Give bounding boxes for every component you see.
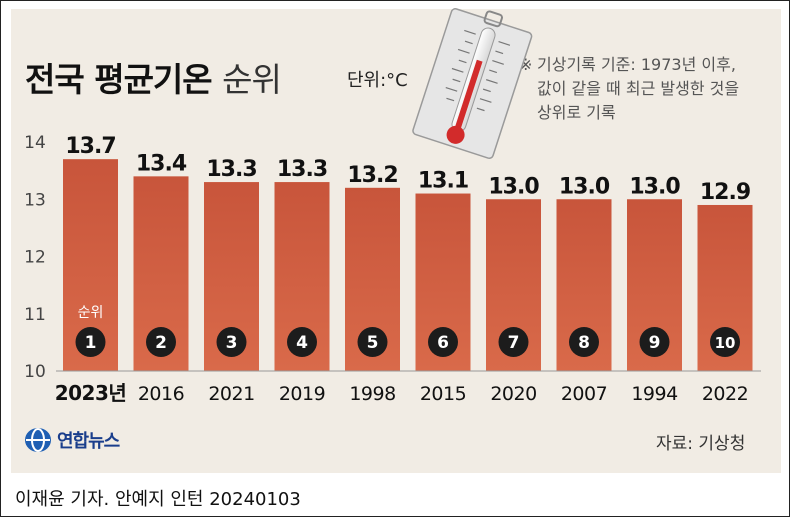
x-tick-label: 2015 (420, 383, 466, 405)
note-text: 기상기록 기준: 1973년 이후, 값이 같을 때 최근 발생한 것을 상위로… (537, 55, 740, 122)
value-label: 13.1 (418, 169, 468, 194)
chart-title: 전국 평균기온 순위 (25, 53, 282, 101)
x-tick-label: 2016 (138, 383, 184, 405)
y-tick-label: 12 (24, 248, 46, 268)
value-label: 13.0 (559, 174, 610, 199)
value-label: 13.7 (65, 134, 115, 159)
source-label: 자료: 기상청 (656, 434, 746, 454)
x-tick-label: 2019 (279, 383, 325, 405)
rank-badge (146, 327, 176, 357)
y-tick-label: 11 (24, 305, 46, 325)
title-main: 전국 평균기온 (25, 60, 213, 99)
rank-badge (428, 327, 458, 357)
rank-badge (216, 327, 247, 357)
x-tick-label: 1998 (349, 383, 395, 405)
y-tick-label: 13 (24, 190, 46, 210)
x-tick-label: 1994 (631, 383, 678, 405)
x-tick-label: 2021 (208, 383, 254, 405)
title-suffix: 순위 (222, 60, 282, 99)
rank-number: 4 (296, 333, 308, 353)
rank-number: 10 (715, 334, 736, 352)
footer-bar (1, 477, 789, 516)
x-tick-label: 2022 (702, 383, 748, 405)
logo-text: 연합뉴스 (57, 431, 120, 452)
rank-number: 1 (85, 333, 97, 353)
bar-series: 13.7 1 13.4 2 13.3 3 13.3 4 13.2 5 13.1 6 13.0 7 13.0 8… (63, 134, 753, 371)
value-label: 13.3 (206, 157, 256, 182)
rank-number: 2 (155, 333, 167, 353)
unit-label: 단위:°C (347, 70, 408, 91)
rank-badge (569, 327, 599, 357)
rank-badge (357, 327, 388, 357)
x-axis: 2023년 2016 2021 2019 1998 2015 2020 2007 1994 202… (55, 370, 761, 405)
rank-badge (498, 327, 529, 357)
rank-number: 8 (578, 333, 590, 353)
rank-badge (639, 327, 670, 357)
y-axis: 10 11 12 13 14 (24, 133, 46, 382)
rank-badge (75, 327, 106, 357)
value-label: 13.0 (488, 174, 539, 199)
rank-number: 7 (508, 333, 520, 353)
thermometer-icon (412, 8, 533, 159)
y-tick-label: 14 (24, 133, 46, 153)
value-label: 13.3 (277, 157, 327, 182)
rank-number: 9 (649, 333, 661, 353)
value-label: 13.2 (347, 163, 397, 188)
value-label: 13.0 (629, 174, 680, 199)
bar-chart: 10 11 12 13 14 13.7 1 13.4 2 13.3 3 13.3 4 13.2 5 13.1… (24, 8, 761, 405)
value-label: 13.4 (136, 151, 187, 176)
rank-number: 5 (367, 333, 379, 353)
x-tick-label: 2023년 (55, 381, 127, 405)
credit-line: 이재윤 기자. 안예지 인턴 20240103 (15, 489, 301, 510)
rank-number: 3 (226, 333, 238, 353)
rank-badge (710, 327, 740, 357)
y-tick-label: 10 (24, 362, 46, 382)
logo-icon (25, 428, 51, 452)
rank-number: 6 (437, 333, 449, 353)
publisher-logo: 연합뉴스 (23, 425, 120, 455)
value-label: 12.9 (700, 180, 750, 205)
x-tick-label: 2020 (490, 383, 536, 405)
x-tick-label: 2007 (561, 383, 607, 405)
rank-label: 순위 (78, 305, 104, 321)
rank-badge (287, 327, 317, 357)
